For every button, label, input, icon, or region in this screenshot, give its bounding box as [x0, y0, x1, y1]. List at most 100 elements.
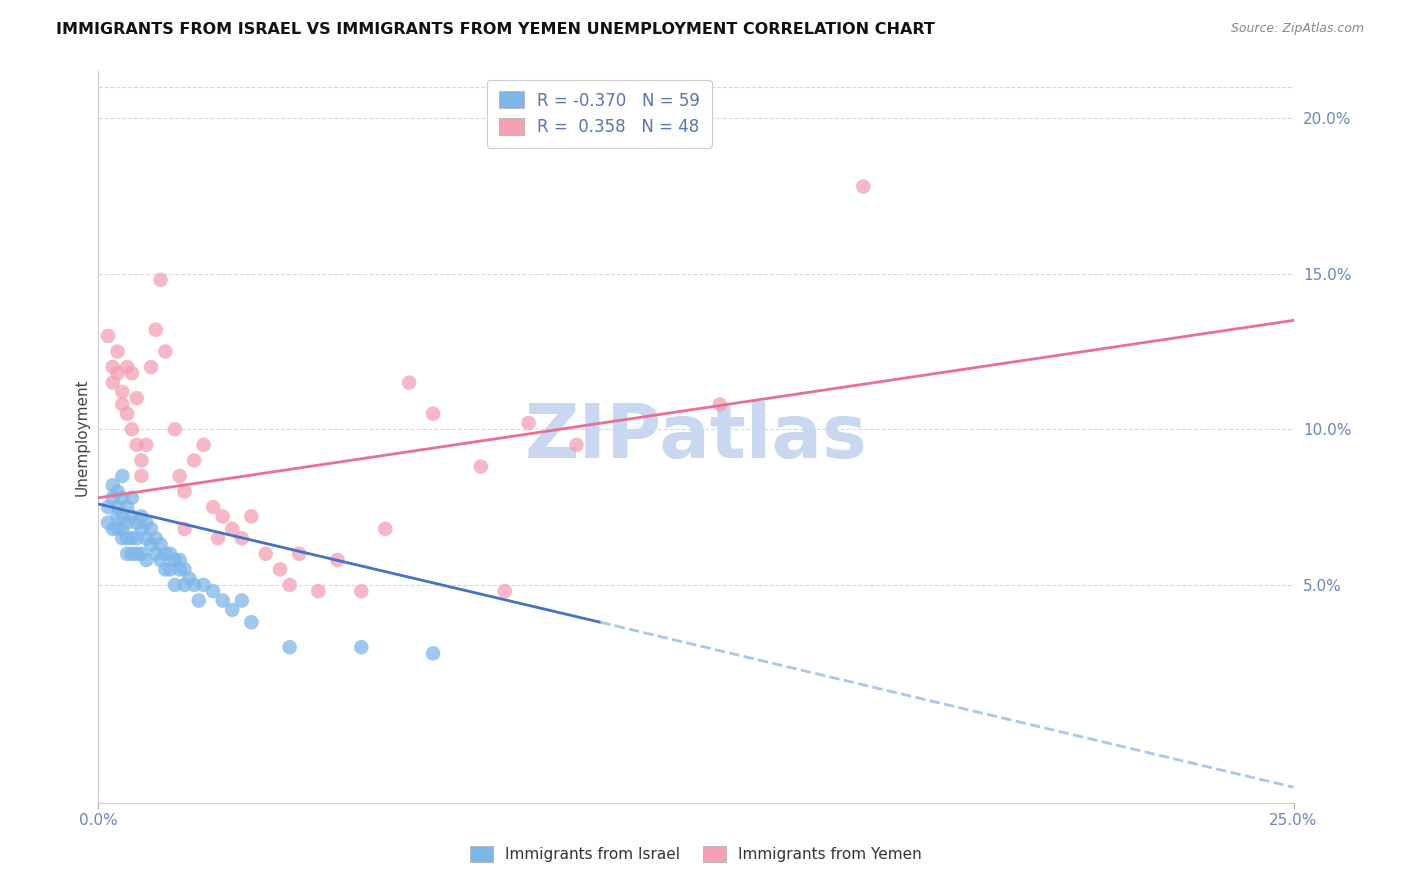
- Point: [145, 323, 167, 337]
- Point: [173, 522, 195, 536]
- Point: [115, 547, 138, 561]
- Point: [139, 359, 162, 374]
- Point: [163, 578, 186, 592]
- Point: [125, 391, 148, 405]
- Point: [163, 422, 186, 436]
- Point: [121, 531, 143, 545]
- Point: [155, 547, 177, 561]
- Point: [709, 397, 731, 411]
- Point: [149, 273, 172, 287]
- Point: [374, 522, 396, 536]
- Point: [121, 366, 143, 380]
- Point: [111, 522, 134, 536]
- Text: IMMIGRANTS FROM ISRAEL VS IMMIGRANTS FROM YEMEN UNEMPLOYMENT CORRELATION CHART: IMMIGRANTS FROM ISRAEL VS IMMIGRANTS FRO…: [56, 22, 935, 37]
- Point: [159, 562, 181, 576]
- Point: [169, 562, 191, 576]
- Point: [852, 179, 875, 194]
- Point: [121, 547, 143, 561]
- Point: [101, 522, 124, 536]
- Legend: Immigrants from Israel, Immigrants from Yemen: Immigrants from Israel, Immigrants from …: [464, 840, 928, 868]
- Point: [139, 537, 162, 551]
- Point: [101, 359, 124, 374]
- Point: [135, 438, 157, 452]
- Point: [221, 522, 243, 536]
- Point: [125, 531, 148, 545]
- Point: [326, 553, 349, 567]
- Point: [202, 584, 225, 599]
- Point: [135, 516, 157, 530]
- Point: [221, 603, 243, 617]
- Point: [350, 584, 373, 599]
- Point: [254, 547, 277, 561]
- Point: [278, 578, 301, 592]
- Y-axis label: Unemployment: Unemployment: [75, 378, 90, 496]
- Point: [494, 584, 516, 599]
- Point: [183, 578, 205, 592]
- Point: [115, 516, 138, 530]
- Point: [111, 531, 134, 545]
- Point: [125, 547, 148, 561]
- Point: [155, 562, 177, 576]
- Point: [240, 509, 263, 524]
- Point: [173, 562, 195, 576]
- Point: [155, 344, 177, 359]
- Point: [565, 438, 588, 452]
- Point: [145, 547, 167, 561]
- Point: [231, 593, 253, 607]
- Point: [149, 537, 172, 551]
- Point: [135, 531, 157, 545]
- Point: [288, 547, 311, 561]
- Point: [211, 593, 233, 607]
- Point: [278, 640, 301, 655]
- Point: [97, 516, 120, 530]
- Point: [193, 438, 215, 452]
- Point: [111, 509, 134, 524]
- Point: [131, 453, 153, 467]
- Point: [131, 509, 153, 524]
- Point: [139, 522, 162, 536]
- Point: [231, 531, 253, 545]
- Text: ZIPatlas: ZIPatlas: [524, 401, 868, 474]
- Point: [173, 578, 195, 592]
- Point: [145, 531, 167, 545]
- Point: [111, 384, 134, 399]
- Point: [115, 407, 138, 421]
- Point: [125, 516, 148, 530]
- Point: [131, 469, 153, 483]
- Point: [111, 491, 134, 505]
- Point: [307, 584, 329, 599]
- Point: [101, 376, 124, 390]
- Point: [121, 491, 143, 505]
- Point: [173, 484, 195, 499]
- Point: [470, 459, 492, 474]
- Point: [193, 578, 215, 592]
- Point: [115, 359, 138, 374]
- Point: [115, 531, 138, 545]
- Point: [101, 491, 124, 505]
- Point: [107, 500, 129, 515]
- Point: [517, 416, 540, 430]
- Point: [422, 407, 444, 421]
- Point: [350, 640, 373, 655]
- Point: [135, 553, 157, 567]
- Point: [107, 344, 129, 359]
- Point: [125, 438, 148, 452]
- Point: [240, 615, 263, 630]
- Point: [107, 522, 129, 536]
- Point: [159, 547, 181, 561]
- Point: [211, 509, 233, 524]
- Point: [169, 469, 191, 483]
- Point: [183, 453, 205, 467]
- Point: [149, 553, 172, 567]
- Point: [169, 553, 191, 567]
- Point: [111, 397, 134, 411]
- Point: [131, 547, 153, 561]
- Point: [179, 572, 201, 586]
- Point: [202, 500, 225, 515]
- Point: [107, 484, 129, 499]
- Point: [121, 422, 143, 436]
- Point: [207, 531, 229, 545]
- Text: Source: ZipAtlas.com: Source: ZipAtlas.com: [1230, 22, 1364, 36]
- Point: [101, 478, 124, 492]
- Point: [111, 469, 134, 483]
